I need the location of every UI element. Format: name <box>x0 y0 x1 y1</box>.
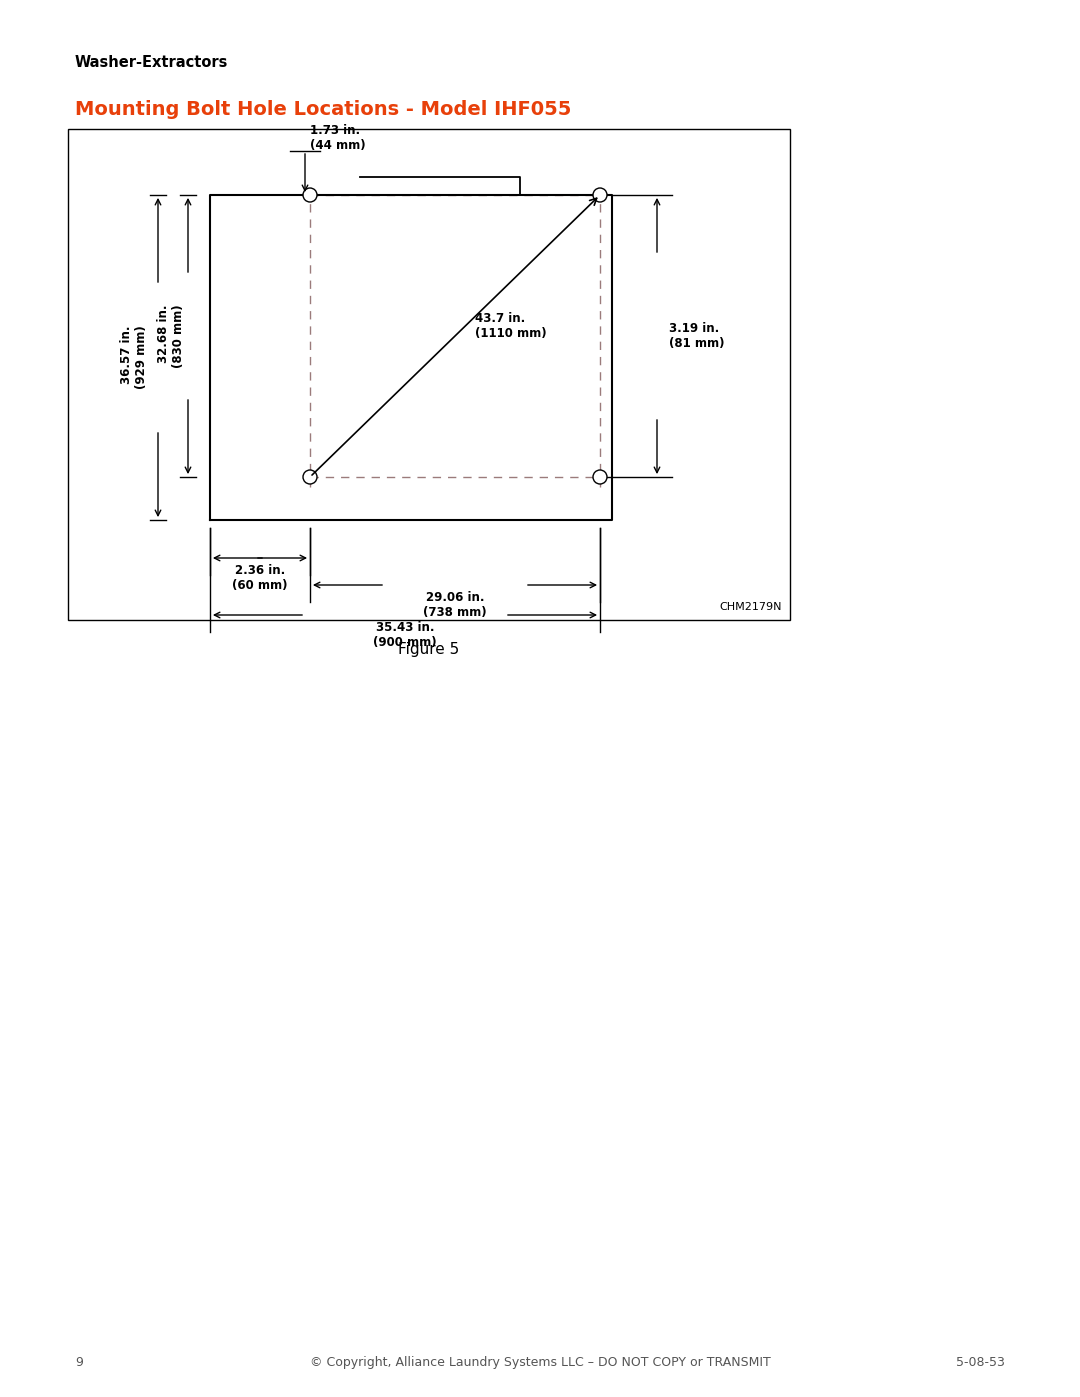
Circle shape <box>593 469 607 483</box>
Text: 29.06 in.
(738 mm): 29.06 in. (738 mm) <box>423 591 487 619</box>
Text: 35.43 in.
(900 mm): 35.43 in. (900 mm) <box>374 622 436 650</box>
Text: 32.68 in.
(830 mm): 32.68 in. (830 mm) <box>157 305 185 367</box>
Circle shape <box>303 189 318 203</box>
Text: 43.7 in.
(1110 mm): 43.7 in. (1110 mm) <box>475 312 546 339</box>
Text: 1.73 in.
(44 mm): 1.73 in. (44 mm) <box>310 124 366 152</box>
Text: 9: 9 <box>75 1356 83 1369</box>
Text: CHM2179N: CHM2179N <box>719 602 782 612</box>
Circle shape <box>303 469 318 483</box>
Text: Mounting Bolt Hole Locations - Model IHF055: Mounting Bolt Hole Locations - Model IHF… <box>75 101 571 119</box>
Text: Washer-Extractors: Washer-Extractors <box>75 54 228 70</box>
Text: 3.19 in.
(81 mm): 3.19 in. (81 mm) <box>669 321 725 351</box>
Text: 36.57 in.
(929 mm): 36.57 in. (929 mm) <box>120 326 148 390</box>
Text: 2.36 in.
(60 mm): 2.36 in. (60 mm) <box>232 564 287 592</box>
Bar <box>68 129 789 620</box>
Text: 5-08-53: 5-08-53 <box>956 1356 1005 1369</box>
Circle shape <box>593 189 607 203</box>
Text: Figure 5: Figure 5 <box>399 643 460 657</box>
Text: © Copyright, Alliance Laundry Systems LLC – DO NOT COPY or TRANSMIT: © Copyright, Alliance Laundry Systems LL… <box>310 1356 770 1369</box>
